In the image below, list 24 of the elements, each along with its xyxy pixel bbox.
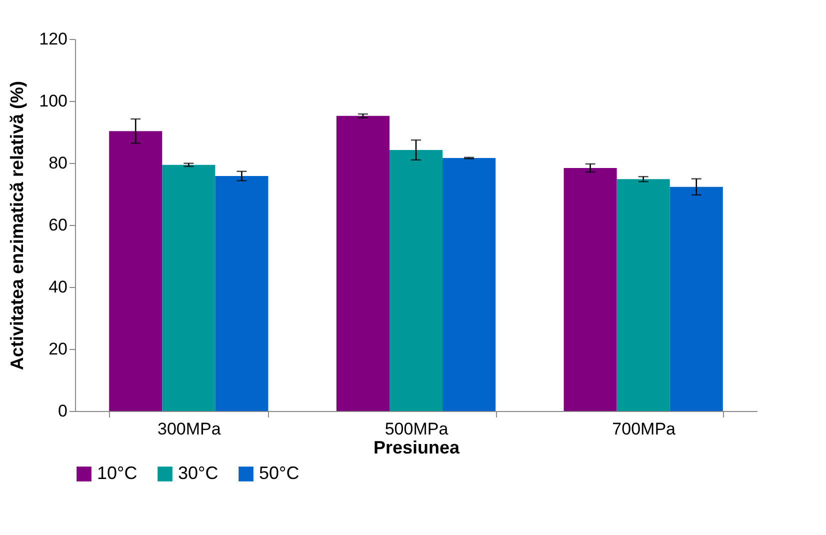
y-tick-label: 40: [48, 278, 68, 296]
bar: [109, 131, 162, 411]
legend-label: 30°C: [178, 463, 218, 483]
bar: [442, 158, 496, 411]
x-tick-label: 700MPa: [612, 420, 676, 438]
bar: [616, 179, 670, 411]
bar: [336, 116, 390, 411]
x-axis-title: Presiunea: [373, 438, 461, 458]
bar: [162, 164, 216, 411]
legend-label: 50°C: [259, 463, 300, 483]
x-tick-label: 500MPa: [384, 420, 449, 438]
bar: [389, 150, 443, 411]
legend-label: 10°C: [97, 463, 138, 483]
bar: [215, 176, 268, 411]
bar: [670, 186, 723, 411]
y-tick-label: 60: [48, 216, 68, 234]
y-tick-label: 0: [58, 402, 68, 420]
x-tick-label: 300MPa: [158, 420, 222, 438]
y-axis-title: Activitatea enzimatică relativă (%): [7, 80, 28, 370]
y-tick-label: 100: [39, 92, 68, 110]
y-tick-label: 20: [48, 340, 68, 358]
bar: [564, 168, 617, 411]
y-tick-label: 120: [39, 30, 68, 48]
y-tick-label: 80: [48, 154, 68, 172]
